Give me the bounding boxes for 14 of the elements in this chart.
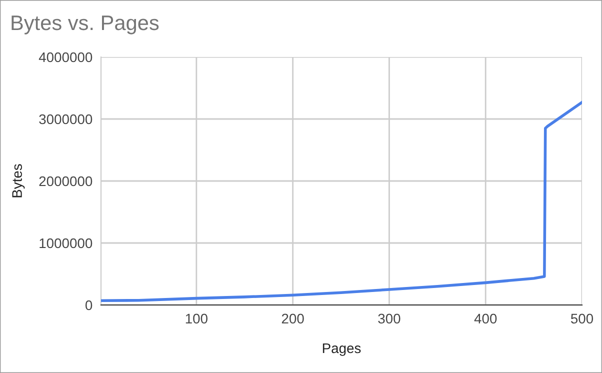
line-series [101,100,582,302]
x-tick-label: 200 [282,314,304,324]
x-tick-label: 300 [378,314,400,324]
x-axis-title: Pages [322,343,361,356]
y-tick-label: 0 [85,300,92,310]
x-tick-label: 500 [570,314,594,324]
y-tick-label: 3000000 [39,114,92,124]
y-tick-label: 1000000 [40,238,92,248]
y-tick-label: 4000000 [38,52,92,62]
x-tick-label: 400 [474,314,497,324]
y-tick-label: 2000000 [39,176,92,186]
chart-title: Bytes vs. Pages [12,16,159,34]
x-tick-label: 100 [186,314,208,324]
y-axis-title: Bytes [12,164,25,198]
